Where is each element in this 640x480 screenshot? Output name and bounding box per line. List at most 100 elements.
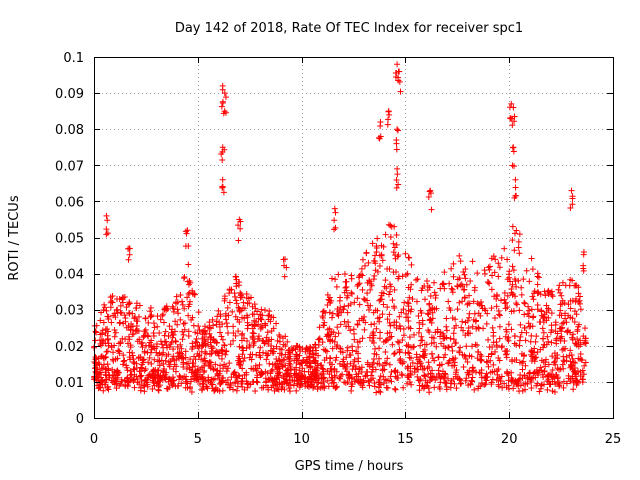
data-point — [440, 333, 447, 340]
data-point — [136, 302, 143, 309]
data-point — [454, 283, 461, 290]
data-point — [234, 383, 241, 390]
data-point — [401, 299, 408, 306]
data-point — [486, 344, 493, 351]
data-point — [219, 184, 226, 191]
data-point — [567, 276, 574, 283]
data-point — [130, 356, 137, 363]
data-point — [332, 209, 339, 216]
data-point — [431, 279, 438, 286]
data-point — [223, 348, 230, 355]
data-point — [366, 277, 373, 284]
data-point — [483, 320, 490, 327]
data-point — [270, 348, 277, 355]
data-point — [417, 360, 424, 367]
data-point — [375, 384, 382, 391]
data-point — [266, 360, 273, 367]
data-point — [480, 325, 487, 332]
data-point — [457, 282, 464, 289]
data-point — [559, 279, 566, 286]
data-point — [348, 289, 355, 296]
data-point — [376, 252, 383, 259]
data-point — [185, 243, 192, 250]
data-point — [580, 251, 587, 258]
data-point — [143, 379, 150, 386]
data-point — [97, 381, 104, 388]
data-point — [314, 383, 321, 390]
data-point — [454, 306, 461, 313]
data-point — [191, 290, 198, 297]
data-point — [502, 299, 509, 306]
data-point — [545, 338, 552, 345]
data-point — [559, 297, 566, 304]
data-point — [102, 353, 109, 360]
data-point — [238, 337, 245, 344]
x-axis-label: GPS time / hours — [295, 459, 404, 474]
data-point — [113, 385, 120, 392]
data-point — [421, 372, 428, 379]
data-point — [371, 272, 378, 279]
data-point — [169, 303, 176, 310]
data-point — [503, 326, 510, 333]
data-point — [543, 302, 550, 309]
data-point — [103, 212, 110, 219]
data-point — [250, 342, 257, 349]
data-point — [477, 356, 484, 363]
data-point — [560, 378, 567, 385]
data-point — [341, 271, 348, 278]
data-point — [331, 205, 338, 212]
data-point — [133, 317, 140, 324]
x-tick-label: 5 — [194, 432, 202, 447]
data-point — [504, 348, 511, 355]
data-point — [287, 388, 294, 395]
data-point — [485, 264, 492, 271]
data-point — [232, 273, 239, 280]
data-point — [239, 351, 246, 358]
data-point — [297, 381, 304, 388]
data-point — [471, 287, 478, 294]
data-point — [534, 281, 541, 288]
data-point — [296, 352, 303, 359]
data-point — [309, 368, 316, 375]
data-point — [262, 382, 269, 389]
data-point — [170, 377, 177, 384]
data-point — [120, 358, 127, 365]
data-point — [262, 322, 269, 329]
data-point — [450, 273, 457, 280]
data-point — [315, 379, 322, 386]
data-point — [278, 386, 285, 393]
data-point — [96, 337, 103, 344]
data-point — [383, 377, 390, 384]
data-point — [331, 226, 338, 233]
data-point — [415, 313, 422, 320]
data-point — [432, 377, 439, 384]
data-point — [545, 361, 552, 368]
data-point — [145, 359, 152, 366]
data-point — [116, 296, 123, 303]
data-point — [224, 376, 231, 383]
data-point — [104, 230, 111, 237]
data-point — [208, 376, 215, 383]
data-point — [515, 277, 522, 284]
data-point — [252, 388, 259, 395]
data-point — [509, 122, 516, 129]
data-point — [531, 358, 538, 365]
data-point — [484, 310, 491, 317]
data-point — [575, 343, 582, 350]
data-point — [393, 176, 400, 183]
data-point — [501, 245, 508, 252]
data-point — [281, 386, 288, 393]
data-point — [452, 355, 459, 362]
data-point — [418, 287, 425, 294]
data-point — [319, 313, 326, 320]
data-point — [443, 327, 450, 334]
data-point — [496, 335, 503, 342]
data-point — [278, 351, 285, 358]
data-point — [572, 340, 579, 347]
data-point — [483, 377, 490, 384]
data-point — [150, 379, 157, 386]
data-point — [124, 375, 131, 382]
data-point — [535, 274, 542, 281]
data-point — [521, 311, 528, 318]
data-point — [371, 379, 378, 386]
